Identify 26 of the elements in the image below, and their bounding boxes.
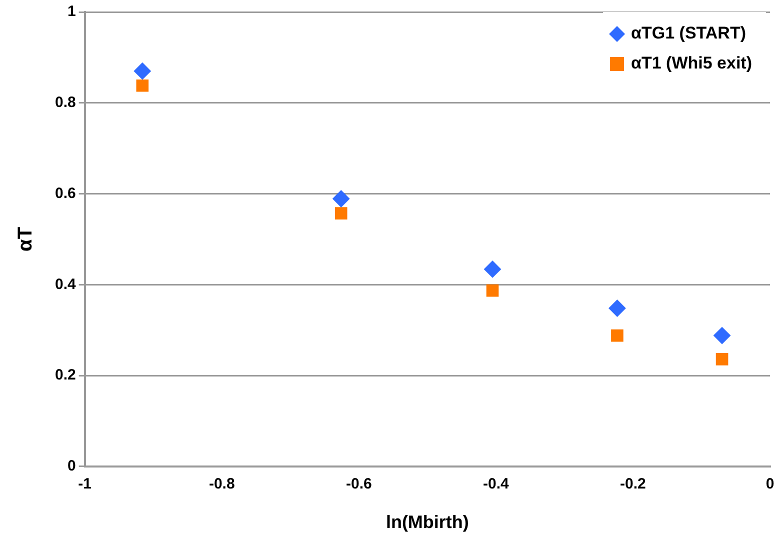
point xyxy=(136,79,149,92)
x-tick-label: -0.2 xyxy=(620,476,646,493)
point xyxy=(134,62,151,80)
point xyxy=(714,327,731,344)
point xyxy=(332,190,350,208)
y-tick-label: 0.4 xyxy=(54,276,76,293)
point xyxy=(486,284,499,297)
x-tick-label: -1 xyxy=(78,476,92,493)
y-tick-label: 0.8 xyxy=(54,94,76,112)
x-tick-label: 0 xyxy=(766,476,774,493)
y-tick-label: 0.6 xyxy=(54,184,76,202)
x-axis-title: ln(Mbirth) xyxy=(386,512,469,532)
point xyxy=(611,329,624,342)
y-tick-label: 1 xyxy=(68,3,76,20)
y-tick-label: 0.2 xyxy=(54,366,76,384)
legend-label: αT1 (Whi5 exit) xyxy=(631,54,752,73)
y-axis-title: αT xyxy=(14,226,37,252)
x-tick-label: -0.6 xyxy=(346,476,372,493)
point xyxy=(484,260,502,278)
legend-label: αTG1 (START) xyxy=(631,24,746,43)
y-tick-label: 0 xyxy=(68,458,76,475)
point xyxy=(334,207,348,220)
point xyxy=(608,300,626,317)
point xyxy=(716,353,728,366)
x-tick-label: -0.8 xyxy=(208,476,235,493)
x-tick-label: -0.4 xyxy=(483,476,510,493)
